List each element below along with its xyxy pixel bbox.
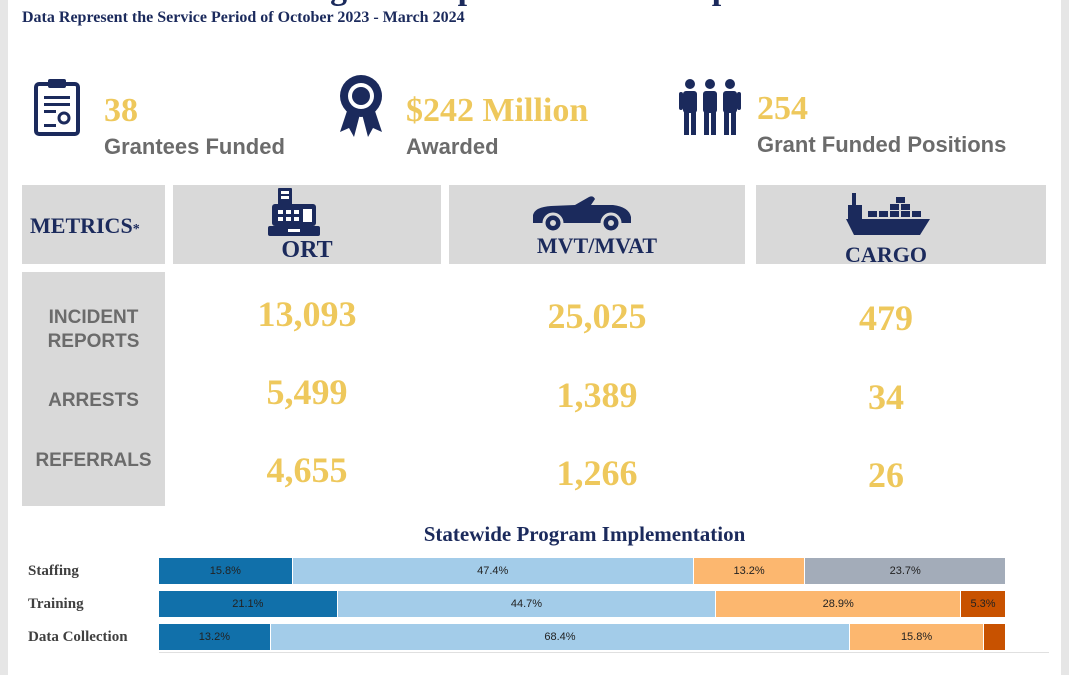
incident-reports-label: INCIDENT REPORTS	[47, 307, 140, 352]
bar-segment: 15.8%	[159, 558, 293, 584]
bar-segment: 5.3%	[961, 591, 1006, 617]
cargo-header-label: CARGO	[845, 242, 927, 267]
ort-header-cell: ORT	[173, 185, 441, 264]
chart-baseline	[159, 652, 1049, 653]
mvt-referrals: 1,266	[556, 453, 638, 493]
dashboard-page: Program Implementation Snapshot Data Rep…	[8, 0, 1061, 675]
bar-row-training: 21.1% 44.7% 28.9% 5.3%	[159, 591, 1006, 617]
mvt-incident-reports: 25,025	[547, 296, 647, 336]
cargo-ship-icon	[846, 193, 930, 235]
bar-row-staffing: 15.8% 47.4% 13.2% 23.7%	[159, 558, 1006, 584]
bar-segment: 28.9%	[716, 591, 962, 617]
cargo-incident-reports: 479	[859, 298, 913, 338]
convertible-car-icon	[533, 196, 631, 233]
bar-segment: 13.2%	[693, 558, 806, 584]
bar-segment: 15.8%	[850, 624, 984, 650]
people-group-icon	[679, 79, 741, 135]
bar-segment: 21.1%	[159, 591, 338, 617]
grantees-funded-label: Grantees Funded	[104, 134, 285, 159]
bar-segment: 13.2%	[159, 624, 271, 650]
certificate-icon	[34, 79, 80, 136]
mvt-header-cell: MVT/MVAT	[449, 185, 745, 264]
referrals-label: REFERRALS	[35, 450, 152, 471]
metrics-header: METRICS	[30, 213, 133, 238]
chart-title: Statewide Program Implementation	[423, 522, 746, 546]
metrics-labels-column: INCIDENT REPORTS ARRESTS REFERRALS	[22, 272, 165, 506]
bar-segment: 68.4%	[270, 624, 851, 650]
ort-incident-reports: 13,093	[257, 294, 357, 334]
arrests-label: ARRESTS	[48, 390, 139, 411]
bar-label-training: Training	[28, 596, 84, 612]
ort-referrals: 4,655	[266, 450, 348, 490]
service-period-subtitle: Data Represent the Service Period of Oct…	[22, 9, 465, 26]
cargo-referrals: 26	[868, 455, 904, 495]
bar-segment: 47.4%	[292, 558, 694, 584]
grantees-funded-value: 38	[104, 92, 138, 129]
bar-label-data-collection: Data Collection	[28, 629, 128, 645]
bar-segment	[983, 624, 1006, 650]
ort-arrests: 5,499	[266, 372, 348, 412]
metrics-asterisk: *	[132, 222, 140, 237]
page-title: Program Implementation Snapshot	[8, 0, 1061, 8]
positions-label: Grant Funded Positions	[757, 132, 1007, 157]
bar-segment: 23.7%	[805, 558, 1006, 584]
amount-awarded-value: $242 Million	[406, 92, 589, 129]
ort-header-label: ORT	[281, 237, 333, 263]
bar-label-staffing: Staffing	[28, 563, 79, 579]
cargo-arrests: 34	[868, 377, 904, 417]
mvt-arrests: 1,389	[556, 375, 638, 415]
metrics-header-cell: METRICS*	[22, 185, 165, 264]
amount-awarded-label: Awarded	[406, 134, 499, 159]
bar-row-data-collection: 13.2% 68.4% 15.8%	[159, 624, 1006, 650]
mvt-header-label: MVT/MVAT	[536, 233, 658, 258]
award-ribbon-icon	[340, 75, 382, 137]
positions-value: 254	[757, 90, 808, 127]
bar-segment: 44.7%	[337, 591, 717, 617]
cash-register-icon	[268, 188, 320, 236]
cargo-header-cell: CARGO	[756, 185, 1046, 267]
